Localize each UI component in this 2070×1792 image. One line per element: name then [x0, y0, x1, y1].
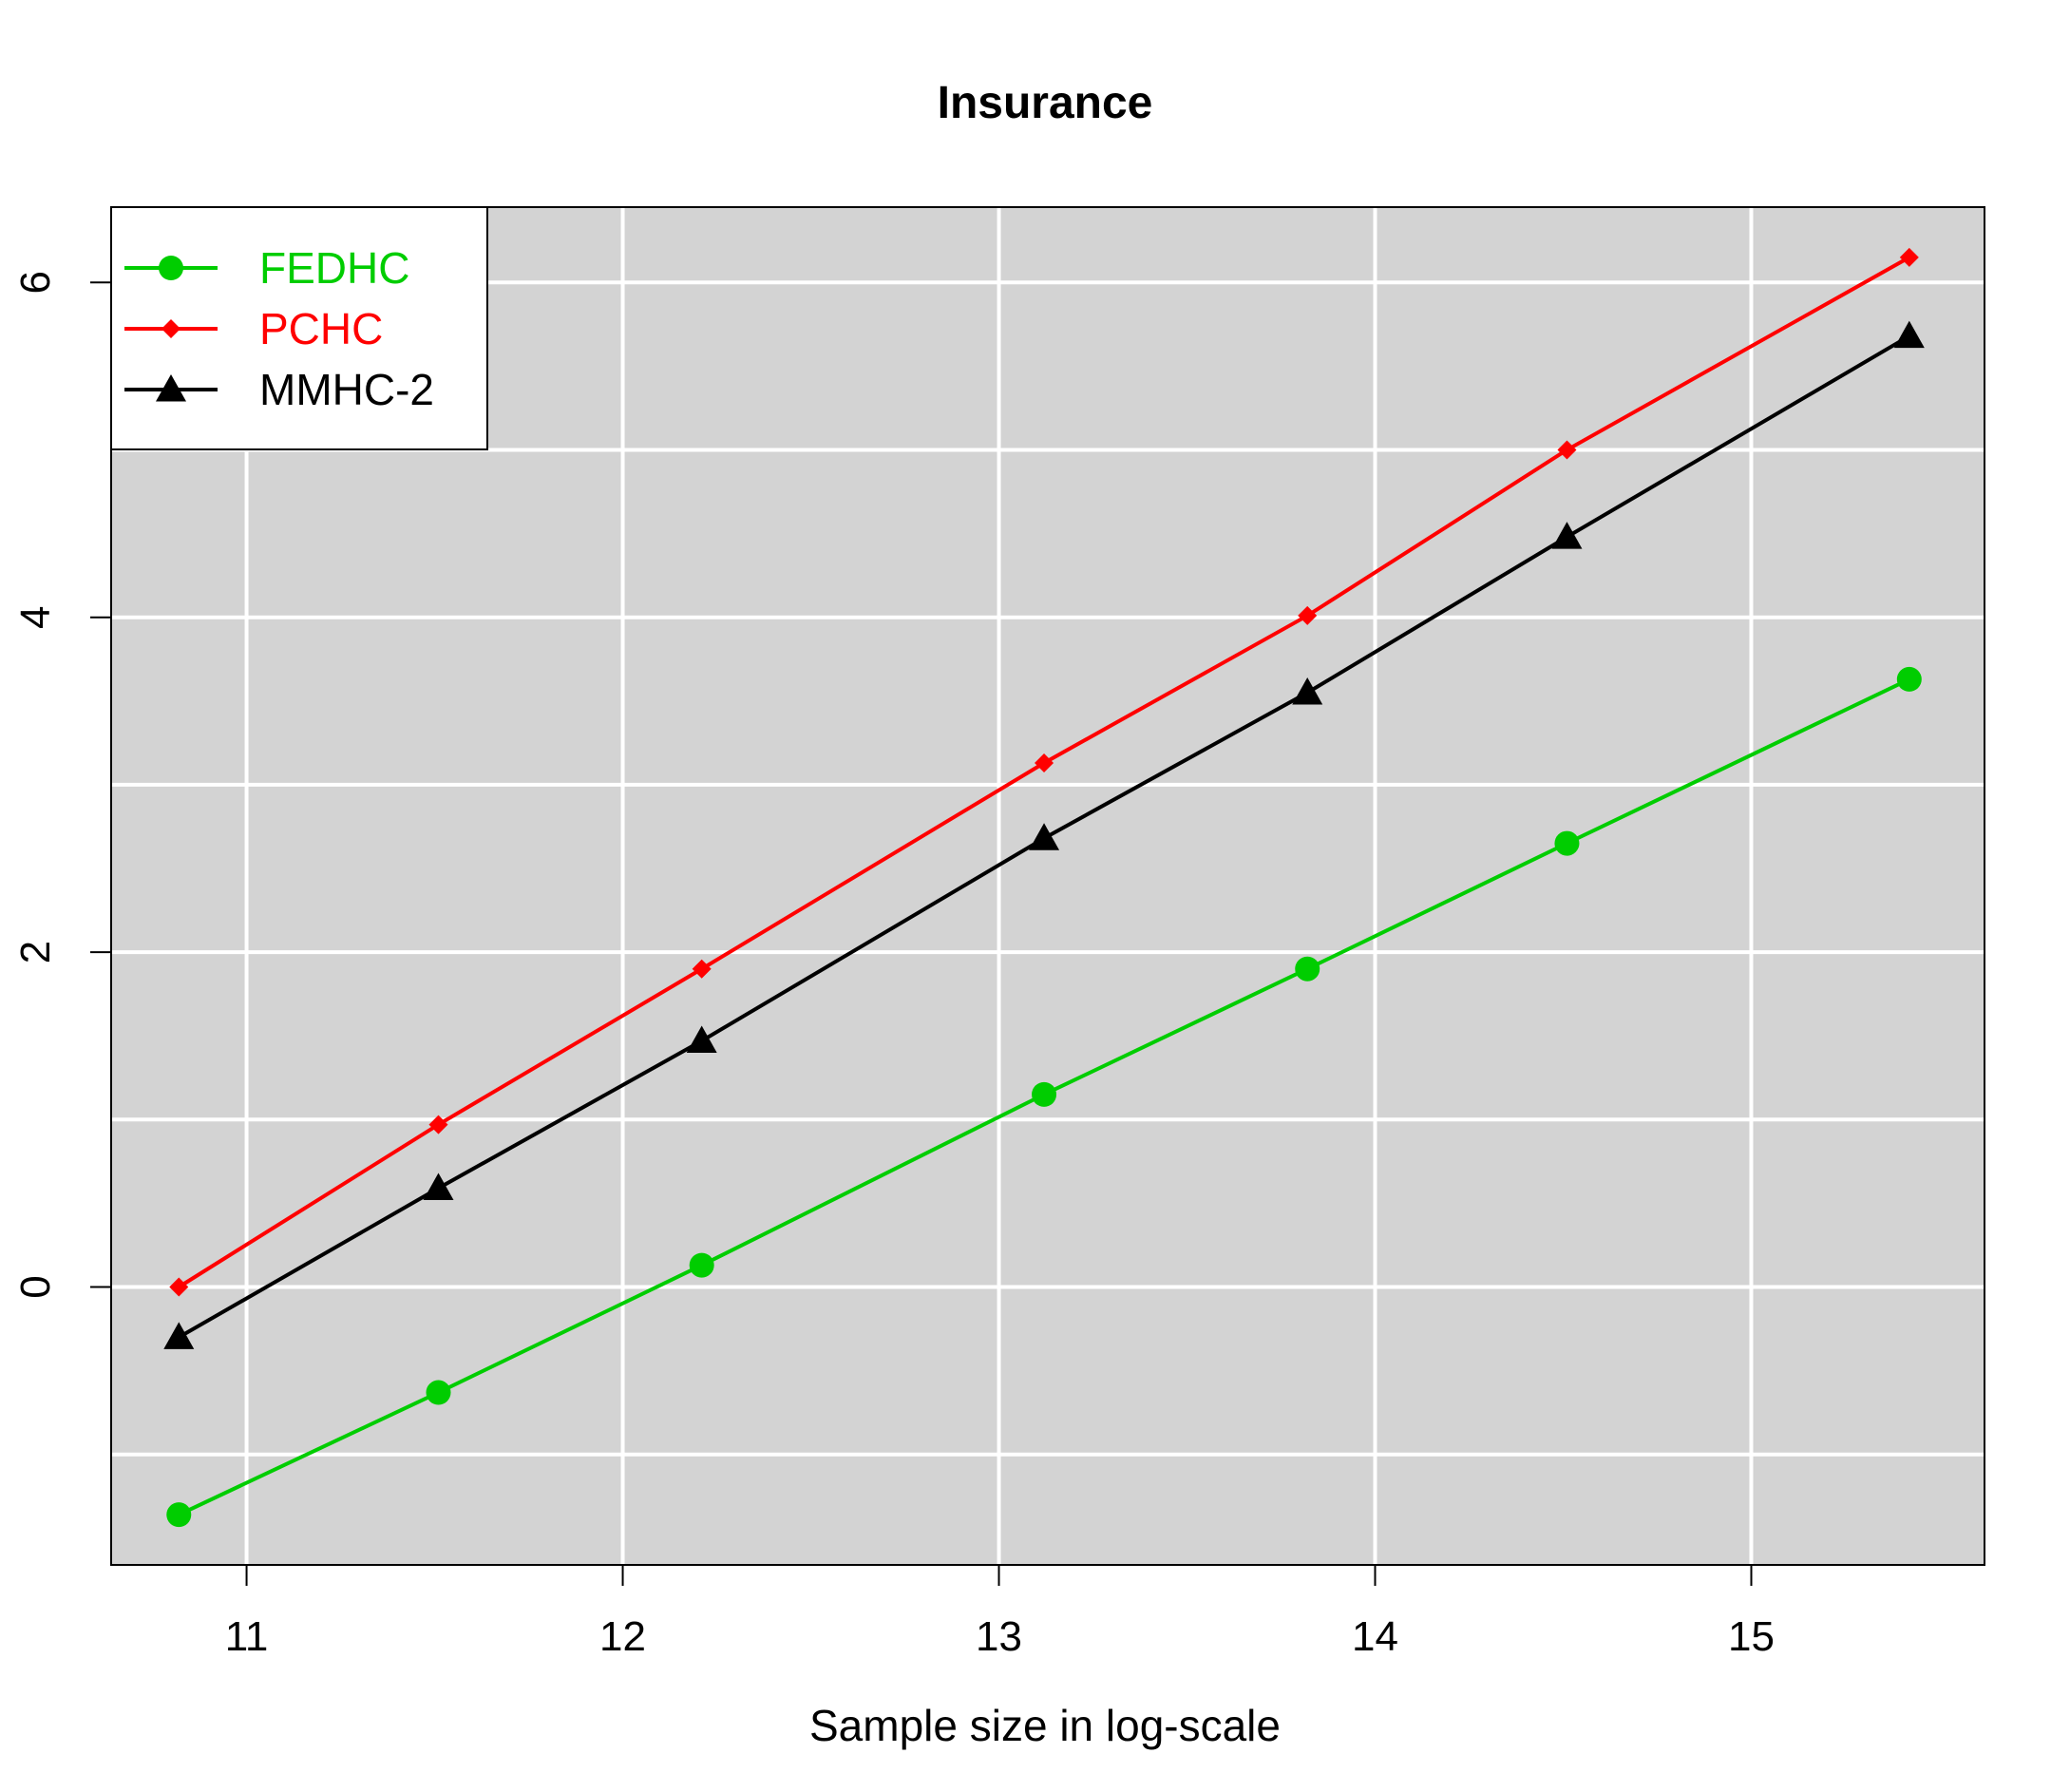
legend-item-pchc: PCHC [124, 304, 383, 353]
point-marker [1896, 666, 1922, 692]
x-tick-label: 11 [225, 1613, 269, 1660]
x-tick-label: 15 [1728, 1613, 1775, 1660]
chart-title: Insurance [938, 78, 1153, 128]
point-marker [428, 1115, 448, 1134]
legend-label: PCHC [259, 304, 383, 353]
point-marker [1899, 247, 1919, 267]
plot-frame [110, 206, 1985, 1566]
series-mmhc-2 [163, 320, 1925, 1349]
y-tick-label: 6 [12, 271, 59, 294]
point-marker [1557, 440, 1577, 460]
legend-item-mmhc-2: MMHC-2 [124, 365, 434, 414]
point-marker [1298, 605, 1318, 625]
point-marker [689, 1252, 714, 1278]
legend-item-fedhc: FEDHC [124, 243, 409, 293]
point-marker [156, 374, 186, 402]
point-marker [1032, 1081, 1057, 1107]
point-marker [686, 1025, 717, 1053]
point-marker [1029, 823, 1060, 850]
point-marker [426, 1380, 451, 1405]
point-marker [692, 959, 712, 979]
series-layer [163, 247, 1925, 1528]
legend-label: FEDHC [259, 243, 409, 293]
y-tick-label: 4 [12, 605, 59, 628]
point-marker [1554, 830, 1580, 856]
point-marker [1035, 753, 1054, 772]
point-marker [161, 319, 180, 338]
point-marker [163, 1322, 195, 1349]
point-marker [166, 1502, 192, 1528]
legend-label: MMHC-2 [259, 365, 434, 414]
series-pchc [169, 247, 1919, 1297]
point-marker [423, 1172, 454, 1201]
legend: FEDHC PCHC MMHC-2 [110, 206, 488, 450]
point-marker [159, 256, 183, 280]
point-marker [1551, 522, 1583, 549]
x-tick-label: 14 [1352, 1613, 1398, 1660]
series-fedhc [166, 666, 1922, 1528]
y-tick-label: 2 [12, 941, 59, 963]
point-marker [1292, 677, 1323, 705]
axes: 11 12 13 14 15 0 2 4 6 [12, 271, 1775, 1660]
x-tick-label: 13 [976, 1613, 1022, 1660]
x-axis-label: Sample size in log-scale [809, 1701, 1281, 1750]
point-marker [169, 1277, 189, 1297]
x-tick-label: 12 [599, 1613, 646, 1660]
point-marker [1893, 320, 1925, 349]
y-tick-label: 0 [12, 1275, 59, 1298]
point-marker [1295, 956, 1320, 982]
